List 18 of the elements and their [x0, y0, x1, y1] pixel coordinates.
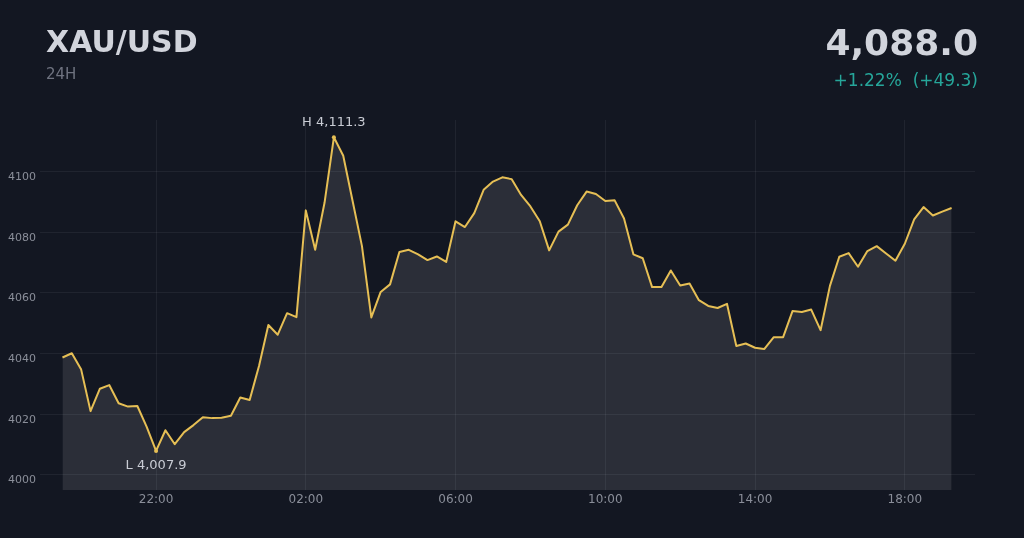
text: +1.22% (+49.3)	[833, 70, 978, 90]
chart-title: XAU/USD	[46, 24, 198, 59]
x-tick-label: 02:00	[288, 492, 324, 507]
annotation: L 4,007.9	[125, 456, 187, 472]
chart-subtitle: 24H	[46, 65, 77, 83]
x-tick-label: 10:00	[588, 492, 623, 507]
y-tick-label: 4060	[8, 291, 36, 305]
annotation: H 4,111.3	[302, 114, 366, 130]
x-tick-label: 14:00	[737, 492, 773, 507]
y-tick-label: 4080	[8, 230, 36, 244]
x-tick-label: 22:00	[138, 492, 174, 507]
y-tick-label: 4040	[8, 351, 36, 365]
y-tick-label: 4020	[8, 412, 36, 426]
x-tick-label: 18:00	[887, 492, 923, 507]
text: 4,088.0	[825, 22, 978, 63]
y-tick-label: 4000	[8, 473, 36, 487]
y-tick-label: 4100	[8, 169, 36, 183]
x-tick-label: 06:00	[438, 492, 473, 507]
